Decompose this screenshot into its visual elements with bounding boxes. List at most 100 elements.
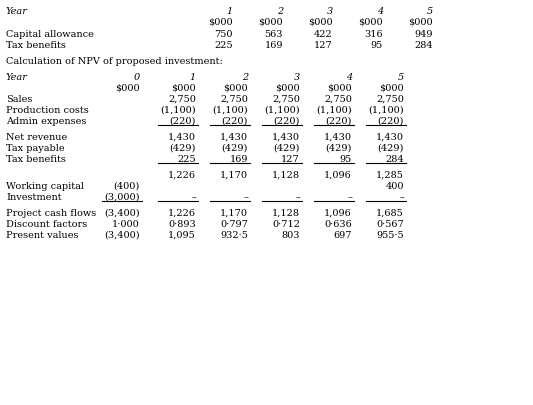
Text: (1,100): (1,100) — [264, 106, 300, 115]
Text: 95: 95 — [340, 155, 352, 164]
Text: Project cash flows: Project cash flows — [6, 209, 96, 218]
Text: $000: $000 — [223, 84, 248, 93]
Text: 1,096: 1,096 — [324, 171, 352, 180]
Text: 2,750: 2,750 — [272, 95, 300, 104]
Text: Working capital: Working capital — [6, 182, 84, 191]
Text: 284: 284 — [414, 41, 433, 50]
Text: 4: 4 — [377, 7, 383, 16]
Text: 1,170: 1,170 — [220, 171, 248, 180]
Text: 1·000: 1·000 — [112, 220, 140, 229]
Text: 4: 4 — [346, 73, 352, 82]
Text: 0: 0 — [134, 73, 140, 82]
Text: Tax benefits: Tax benefits — [6, 155, 66, 164]
Text: 2,750: 2,750 — [168, 95, 196, 104]
Text: 0·797: 0·797 — [220, 220, 248, 229]
Text: $000: $000 — [327, 84, 352, 93]
Text: 284: 284 — [385, 155, 404, 164]
Text: (429): (429) — [326, 144, 352, 153]
Text: (3,400): (3,400) — [104, 209, 140, 218]
Text: 2,750: 2,750 — [324, 95, 352, 104]
Text: –: – — [243, 193, 248, 202]
Text: $000: $000 — [358, 18, 383, 27]
Text: Capital allowance: Capital allowance — [6, 30, 94, 39]
Text: 949: 949 — [415, 30, 433, 39]
Text: Present values: Present values — [6, 231, 78, 240]
Text: 955·5: 955·5 — [376, 231, 404, 240]
Text: 1,285: 1,285 — [376, 171, 404, 180]
Text: 803: 803 — [281, 231, 300, 240]
Text: 563: 563 — [264, 30, 283, 39]
Text: 1,226: 1,226 — [168, 209, 196, 218]
Text: 1,430: 1,430 — [272, 133, 300, 142]
Text: Tax benefits: Tax benefits — [6, 41, 66, 50]
Text: 0·636: 0·636 — [324, 220, 352, 229]
Text: 2,750: 2,750 — [220, 95, 248, 104]
Text: Discount factors: Discount factors — [6, 220, 87, 229]
Text: 400: 400 — [385, 182, 404, 191]
Text: 5: 5 — [427, 7, 433, 16]
Text: 1,226: 1,226 — [168, 171, 196, 180]
Text: 1,430: 1,430 — [376, 133, 404, 142]
Text: 127: 127 — [314, 41, 333, 50]
Text: 1,430: 1,430 — [220, 133, 248, 142]
Text: 3: 3 — [294, 73, 300, 82]
Text: 1,170: 1,170 — [220, 209, 248, 218]
Text: $000: $000 — [115, 84, 140, 93]
Text: (220): (220) — [377, 117, 404, 126]
Text: $000: $000 — [276, 84, 300, 93]
Text: 3: 3 — [327, 7, 333, 16]
Text: Investment: Investment — [6, 193, 62, 202]
Text: (400): (400) — [114, 182, 140, 191]
Text: 1,430: 1,430 — [168, 133, 196, 142]
Text: 225: 225 — [177, 155, 196, 164]
Text: 2,750: 2,750 — [376, 95, 404, 104]
Text: 1,685: 1,685 — [376, 209, 404, 218]
Text: 697: 697 — [334, 231, 352, 240]
Text: 2: 2 — [277, 7, 283, 16]
Text: –: – — [399, 193, 404, 202]
Text: –: – — [295, 193, 300, 202]
Text: (429): (429) — [377, 144, 404, 153]
Text: $000: $000 — [309, 18, 333, 27]
Text: Year: Year — [6, 7, 28, 16]
Text: Net revenue: Net revenue — [6, 133, 67, 142]
Text: 1,430: 1,430 — [324, 133, 352, 142]
Text: Sales: Sales — [6, 95, 33, 104]
Text: 932·5: 932·5 — [220, 231, 248, 240]
Text: 5: 5 — [398, 73, 404, 82]
Text: (429): (429) — [169, 144, 196, 153]
Text: (3,000): (3,000) — [104, 193, 140, 202]
Text: –: – — [191, 193, 196, 202]
Text: 169: 169 — [264, 41, 283, 50]
Text: (429): (429) — [273, 144, 300, 153]
Text: 1,128: 1,128 — [272, 209, 300, 218]
Text: (429): (429) — [222, 144, 248, 153]
Text: 422: 422 — [314, 30, 333, 39]
Text: Production costs: Production costs — [6, 106, 89, 115]
Text: Year: Year — [6, 73, 28, 82]
Text: 1,096: 1,096 — [324, 209, 352, 218]
Text: $000: $000 — [259, 18, 283, 27]
Text: 0·567: 0·567 — [376, 220, 404, 229]
Text: 0·712: 0·712 — [272, 220, 300, 229]
Text: 0·893: 0·893 — [168, 220, 196, 229]
Text: (220): (220) — [326, 117, 352, 126]
Text: 1: 1 — [227, 7, 233, 16]
Text: (1,100): (1,100) — [317, 106, 352, 115]
Text: Calculation of NPV of proposed investment:: Calculation of NPV of proposed investmen… — [6, 57, 223, 66]
Text: (220): (220) — [273, 117, 300, 126]
Text: (1,100): (1,100) — [368, 106, 404, 115]
Text: 2: 2 — [242, 73, 248, 82]
Text: –: – — [347, 193, 352, 202]
Text: $000: $000 — [408, 18, 433, 27]
Text: 750: 750 — [214, 30, 233, 39]
Text: 1,095: 1,095 — [168, 231, 196, 240]
Text: (220): (220) — [222, 117, 248, 126]
Text: Admin expenses: Admin expenses — [6, 117, 86, 126]
Text: 169: 169 — [230, 155, 248, 164]
Text: (1,100): (1,100) — [212, 106, 248, 115]
Text: 1: 1 — [190, 73, 196, 82]
Text: 127: 127 — [281, 155, 300, 164]
Text: 95: 95 — [371, 41, 383, 50]
Text: (3,400): (3,400) — [104, 231, 140, 240]
